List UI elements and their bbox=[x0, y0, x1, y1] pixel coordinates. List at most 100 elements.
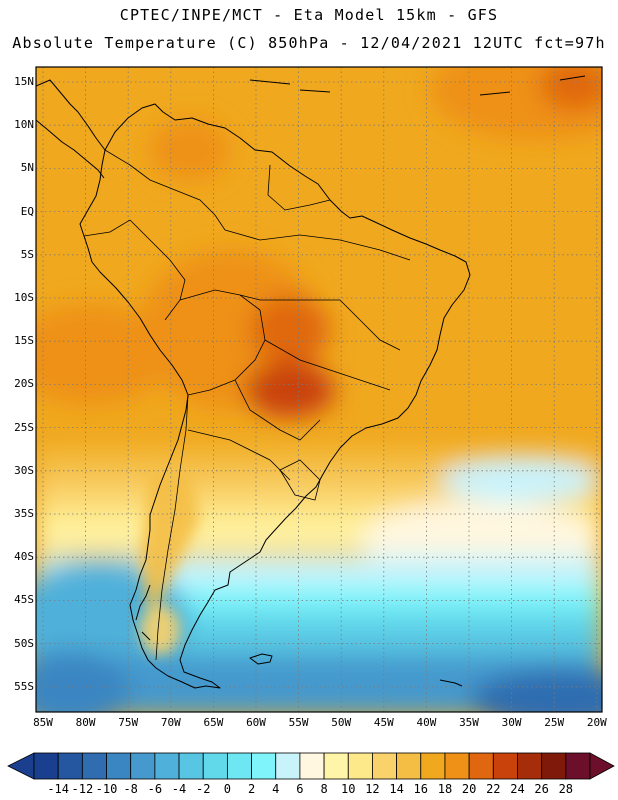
colorbar-swatch bbox=[226, 752, 252, 780]
colorbar-swatch bbox=[81, 752, 107, 780]
temperature-field bbox=[36, 67, 602, 712]
colorbar-swatch bbox=[444, 752, 470, 780]
lat-label: 50S bbox=[14, 636, 34, 650]
lon-label: 25W bbox=[544, 716, 565, 729]
colorbar-label: 24 bbox=[510, 782, 525, 796]
lon-label: 35W bbox=[459, 716, 479, 729]
map-title-line-2: Absolute Temperature (C) 850hPa - 12/04/… bbox=[12, 34, 606, 52]
colorbar-label: -8 bbox=[123, 782, 138, 796]
lon-label: 30W bbox=[501, 716, 522, 729]
colorbar-label: 18 bbox=[437, 782, 453, 796]
lon-label: 55W bbox=[288, 716, 309, 729]
colorbar-swatch bbox=[178, 752, 204, 780]
colorbar-label: -4 bbox=[171, 782, 187, 796]
colorbar-label: 22 bbox=[486, 782, 501, 796]
border-guyanas bbox=[267, 164, 331, 211]
colorbar-label: 28 bbox=[558, 782, 574, 796]
colorbar-swatch bbox=[517, 752, 543, 780]
lon-label: 40W bbox=[416, 716, 437, 729]
colorbar-high-arrow bbox=[589, 752, 615, 780]
border-brazil-states-center bbox=[239, 294, 401, 351]
map-title-line-1: CPTEC/INPE/MCT - Eta Model 15km - GFS bbox=[119, 6, 499, 24]
lon-label: 80W bbox=[75, 716, 96, 729]
lat-label: 35S bbox=[14, 507, 34, 520]
colorbar-swatch bbox=[251, 752, 277, 780]
colorbar-label: 14 bbox=[389, 782, 404, 796]
colorbar-swatch bbox=[106, 752, 132, 780]
lat-label: 25S bbox=[14, 420, 34, 434]
border-paraguay bbox=[234, 379, 321, 441]
central-america-pacific bbox=[36, 119, 105, 179]
lat-label: EQ bbox=[20, 204, 34, 218]
colorbar-swatch bbox=[468, 752, 494, 780]
border-ecuador bbox=[83, 219, 131, 237]
lat-label: 5N bbox=[20, 161, 34, 175]
lon-label: 60W bbox=[246, 716, 266, 729]
colorbar-swatch bbox=[396, 752, 422, 780]
colorbar-swatch bbox=[154, 752, 180, 780]
field-warm-w bbox=[36, 305, 170, 405]
colorbar-swatch bbox=[130, 752, 156, 780]
field-andes-tongue bbox=[140, 470, 200, 620]
colorbar-swatch bbox=[57, 752, 83, 780]
colorbar-label: -14 bbox=[47, 782, 70, 796]
caribbean-islands bbox=[249, 75, 586, 96]
chiloe-archipelago bbox=[135, 584, 151, 641]
lat-label: 10S bbox=[14, 291, 34, 304]
colorbar-label: 2 bbox=[247, 782, 256, 796]
lon-label: 65W bbox=[203, 716, 224, 729]
colorbar-swatch bbox=[202, 752, 228, 780]
colorbar-swatch bbox=[541, 752, 567, 780]
colorbar-label: -2 bbox=[195, 782, 211, 796]
colorbar-swatch bbox=[323, 752, 349, 780]
lon-label: 70W bbox=[160, 716, 181, 729]
colorbar-swatch bbox=[33, 752, 59, 780]
colorbar-label: 6 bbox=[296, 782, 304, 796]
field-hottest bbox=[245, 362, 335, 418]
country-borders bbox=[83, 149, 411, 661]
colorbar-label: -6 bbox=[147, 782, 163, 796]
colorbar-swatch bbox=[492, 752, 518, 780]
falklands bbox=[249, 653, 273, 665]
border-argentina-interior bbox=[187, 429, 291, 481]
colorbar-label: 26 bbox=[534, 782, 549, 796]
colorbar-label: 12 bbox=[365, 782, 380, 796]
border-uruguay bbox=[279, 459, 321, 501]
colorbar bbox=[7, 752, 615, 780]
south-georgia bbox=[439, 679, 463, 687]
field-hot-ne bbox=[540, 67, 602, 110]
colorbar-low-arrow bbox=[7, 752, 35, 780]
central-america-coast bbox=[36, 79, 106, 151]
border-brazil-states-south bbox=[264, 339, 391, 391]
lon-label: 85W bbox=[33, 716, 53, 729]
lat-label: 20S bbox=[14, 377, 34, 391]
field-cold-s bbox=[36, 650, 130, 712]
colorbar-swatch bbox=[372, 752, 398, 780]
map-frame bbox=[35, 66, 603, 713]
lat-label: 15N bbox=[14, 75, 34, 88]
field-cold-se bbox=[470, 670, 602, 712]
lat-label: 5S bbox=[20, 247, 34, 261]
lat-label: 55S bbox=[14, 679, 34, 693]
colorbar-swatch bbox=[565, 752, 591, 780]
field-cool-patch bbox=[440, 458, 600, 502]
lat-label: 30S bbox=[14, 463, 34, 477]
border-peru-brazil bbox=[129, 219, 186, 321]
lon-label: 45W bbox=[373, 716, 394, 729]
colorbar-label: 10 bbox=[341, 782, 356, 796]
lon-label: 50W bbox=[331, 716, 352, 729]
lon-label: 75W bbox=[118, 716, 139, 729]
lat-label: 40S bbox=[14, 550, 34, 564]
colorbar-label: 16 bbox=[413, 782, 428, 796]
colorbar-label: 20 bbox=[461, 782, 477, 796]
field-hot-center bbox=[250, 295, 330, 365]
colorbar-label: 4 bbox=[272, 782, 280, 796]
border-brazil-states-north bbox=[224, 229, 411, 261]
field-warm-n bbox=[150, 120, 230, 180]
lon-label: 20W bbox=[586, 716, 607, 729]
colorbar-swatch bbox=[275, 752, 301, 780]
field-patagonia-patch bbox=[140, 605, 180, 655]
colorbar-swatch bbox=[299, 752, 325, 780]
colorbar-label: -12 bbox=[71, 782, 94, 796]
colorbar-label: 0 bbox=[223, 782, 231, 796]
